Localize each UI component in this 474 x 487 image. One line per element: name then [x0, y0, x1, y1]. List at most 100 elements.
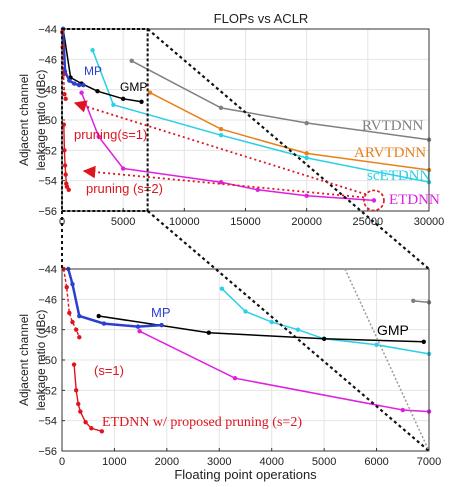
- pruning-arrow: [82, 165, 365, 199]
- y-axis-label: Adjacent channel: [17, 74, 31, 166]
- data-point: [269, 319, 274, 325]
- annotation-label: ETDNN w/ proposed pruning (s=2): [102, 415, 302, 430]
- data-point: [139, 99, 144, 105]
- data-point: [66, 187, 71, 192]
- data-point: [67, 310, 72, 316]
- annotation-label: GMP: [377, 322, 409, 338]
- annotation-label: scETDNN: [367, 168, 430, 184]
- data-point: [72, 81, 77, 86]
- axes-frame: [61, 268, 430, 452]
- x-tick-label: 6000: [364, 456, 388, 468]
- data-point: [243, 309, 248, 314]
- data-point: [159, 322, 164, 328]
- series-line: [413, 300, 430, 304]
- data-point: [81, 82, 86, 88]
- data-point: [374, 342, 379, 348]
- data-point: [137, 328, 142, 334]
- data-point: [71, 362, 77, 367]
- data-point: [67, 78, 72, 83]
- data-point: [218, 105, 224, 111]
- series-etdnn-w-proposed-pruning-s-2: [71, 362, 105, 434]
- annotation-label: MP: [84, 64, 102, 78]
- series-line: [67, 268, 162, 328]
- x-tick-label: 10000: [169, 216, 200, 228]
- data-point: [89, 426, 94, 431]
- x-tick-label: 25000: [353, 216, 384, 228]
- x-tick-label: 7000: [417, 456, 441, 468]
- y-tick-label: −54: [38, 176, 57, 188]
- x-tick-label: 15000: [230, 216, 261, 228]
- annotation-label: ARVTDNN: [354, 145, 426, 161]
- data-point: [76, 401, 81, 407]
- x-tick-label: 2000: [155, 456, 179, 468]
- data-point: [78, 409, 83, 414]
- data-point: [96, 313, 101, 319]
- x-tick-label: 3000: [207, 456, 231, 468]
- x-tick-label: 0: [59, 216, 65, 228]
- data-point: [73, 327, 79, 332]
- data-point: [400, 407, 405, 413]
- x-tick-label: 4000: [259, 456, 283, 468]
- overlay: [61, 28, 430, 452]
- bottom-panel: 0 1000 2000 3000 4000 5000 6000 7000 −44 −46 −48 −5…: [17, 264, 441, 482]
- data-point: [411, 298, 416, 304]
- annotation-label: RVTDNN: [362, 118, 423, 134]
- pruning-arrow: [73, 100, 367, 196]
- data-point: [95, 88, 100, 94]
- y-tick-label: −50: [38, 115, 57, 127]
- reference-diagonal: [344, 268, 430, 452]
- data-point: [77, 313, 82, 319]
- data-point: [304, 151, 309, 156]
- y-axis-label: Adjacent channel: [17, 314, 31, 406]
- data-point: [421, 339, 426, 344]
- data-point: [120, 166, 126, 171]
- data-point: [135, 324, 141, 329]
- series-etdnn: [137, 328, 432, 414]
- y-tick-label: −54: [38, 416, 57, 428]
- series-pruning-s-2: [61, 122, 71, 192]
- data-point: [295, 327, 301, 332]
- y-tick-label: −46: [38, 54, 57, 66]
- data-point: [83, 419, 88, 425]
- y-tick-label: −44: [38, 264, 57, 276]
- data-point: [64, 285, 69, 290]
- data-point: [62, 148, 67, 153]
- data-point: [371, 198, 377, 203]
- series-arvtdnn: [147, 90, 432, 173]
- data-point: [70, 281, 75, 287]
- data-point: [62, 92, 67, 97]
- x-tick-label: 5000: [111, 216, 135, 228]
- data-point: [99, 429, 105, 434]
- data-point: [62, 163, 68, 168]
- data-point: [304, 155, 309, 161]
- data-point: [147, 90, 153, 95]
- series-line: [131, 60, 430, 141]
- x-axis-label: Floating point operations: [174, 467, 317, 482]
- data-point: [129, 58, 134, 64]
- data-point: [96, 134, 101, 139]
- data-point: [321, 336, 327, 341]
- y-tick-label: −56: [38, 446, 57, 458]
- y-tick-label: −44: [38, 24, 57, 36]
- y-tick-label: −48: [38, 85, 57, 97]
- data-point: [101, 321, 107, 326]
- series-rvtdnn: [129, 58, 432, 142]
- series-line: [139, 330, 430, 413]
- series-etdnn: [79, 90, 377, 203]
- data-point: [73, 388, 79, 393]
- annotation-label: pruning(s=1): [74, 127, 147, 142]
- x-tick-label: 0: [59, 456, 65, 468]
- annotation-label: GMP: [120, 80, 147, 94]
- data-point: [232, 376, 238, 381]
- data-point: [79, 90, 84, 95]
- highlight-circle: [363, 189, 385, 212]
- y-tick-label: −52: [38, 385, 57, 397]
- data-point: [206, 330, 211, 335]
- x-tick-label: 30000: [414, 216, 445, 228]
- chart-title: FLOPs vs ACLR: [214, 11, 309, 26]
- data-point: [120, 96, 126, 101]
- y-tick-label: −48: [38, 325, 57, 337]
- x-tick-label: 20000: [291, 216, 322, 228]
- data-point: [218, 126, 224, 132]
